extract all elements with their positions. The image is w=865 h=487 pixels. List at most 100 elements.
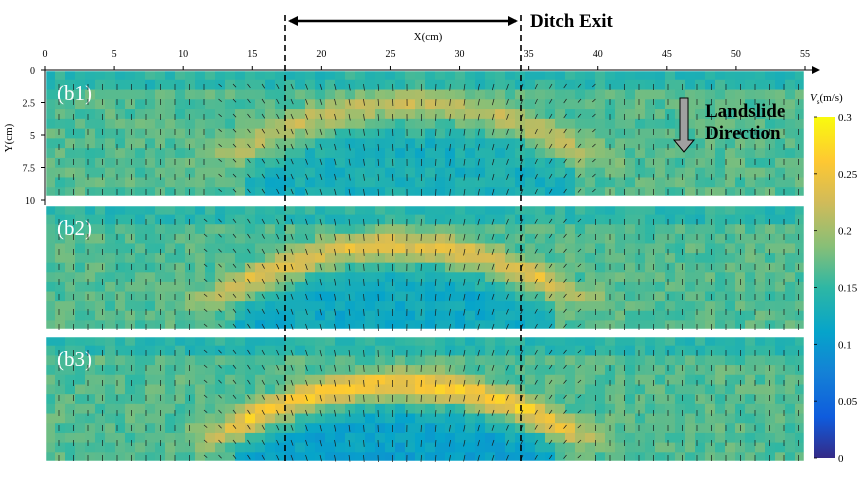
heat-cell <box>75 310 86 321</box>
heat-cell <box>365 345 376 356</box>
heatmap-panel-2: (b2) <box>43 203 807 332</box>
heat-cell <box>485 118 496 130</box>
heat-cell <box>235 442 246 453</box>
heat-cell <box>565 167 576 179</box>
heat-cell <box>645 205 656 216</box>
heat-cell <box>545 128 556 139</box>
vector-arrow <box>305 158 308 165</box>
heat-cell <box>205 310 216 321</box>
vector-arrow <box>247 83 251 89</box>
heat-cell <box>475 243 486 254</box>
heat-cell <box>475 442 486 453</box>
heat-cell <box>765 128 776 139</box>
heat-cell <box>375 423 386 434</box>
heat-cell <box>505 432 516 444</box>
vector-arrow <box>463 349 466 357</box>
heat-cell <box>325 291 336 302</box>
heat-cell <box>285 167 296 179</box>
heat-cell <box>245 281 256 293</box>
vector-arrow <box>449 188 451 196</box>
heat-cell <box>145 413 156 424</box>
heat-cell <box>265 423 276 434</box>
heat-cell <box>375 432 386 444</box>
heat-cell <box>425 79 436 91</box>
heat-cell <box>645 157 656 169</box>
heat-cell <box>695 70 706 81</box>
heat-cell <box>705 262 716 273</box>
heat-cell <box>405 272 416 283</box>
heat-cell <box>285 374 296 386</box>
heat-cell <box>505 374 516 386</box>
heat-cell <box>685 272 696 283</box>
heat-cell <box>255 374 266 386</box>
heat-cell <box>735 70 746 81</box>
heat-cell <box>645 355 656 366</box>
heat-cell <box>745 253 756 264</box>
heat-cell <box>305 403 316 415</box>
heat-cell <box>115 345 126 356</box>
heat-cell <box>105 148 116 159</box>
vector-arrow <box>334 218 337 226</box>
heat-cell <box>145 138 156 149</box>
heat-cell <box>735 442 746 453</box>
heat-cell <box>485 148 496 159</box>
heat-cell <box>465 224 476 235</box>
heat-cell <box>75 233 86 245</box>
heat-cell <box>175 310 186 321</box>
heat-cell <box>165 70 176 81</box>
heat-cell <box>155 177 166 188</box>
heat-cell <box>65 109 76 120</box>
heat-cell <box>355 205 366 216</box>
heat-cell <box>685 148 696 159</box>
heat-cell <box>415 167 426 179</box>
vector-arrow <box>232 454 237 459</box>
panel-frame <box>43 334 807 464</box>
heat-cell <box>75 70 86 81</box>
heat-cell <box>505 224 516 235</box>
heat-cell <box>595 310 606 321</box>
heat-cell <box>405 89 416 100</box>
heat-cell <box>255 157 266 169</box>
heat-cell <box>65 291 76 302</box>
heat-cell <box>265 336 276 347</box>
heat-cell <box>305 138 316 149</box>
heat-cell <box>45 224 56 235</box>
heat-cell <box>65 336 76 347</box>
heat-cell <box>405 394 416 405</box>
heat-cell <box>255 442 266 453</box>
vector-arrow <box>491 424 495 431</box>
heat-cell <box>685 224 696 235</box>
heat-cell <box>285 70 296 81</box>
heat-cell <box>115 403 126 415</box>
heat-cell <box>505 128 516 139</box>
heat-cell <box>785 355 796 366</box>
heat-cell <box>185 320 196 331</box>
heat-cell <box>125 272 136 283</box>
vector-arrow <box>305 98 308 105</box>
heat-cell <box>425 128 436 139</box>
vector-arrow <box>232 248 237 253</box>
heat-cell <box>135 253 146 264</box>
heat-cell <box>355 89 366 100</box>
heat-cell <box>275 403 286 415</box>
heat-cell <box>705 243 716 254</box>
heat-cell <box>85 336 96 347</box>
heat-cell <box>755 233 766 245</box>
heat-cell <box>305 291 316 302</box>
heat-cell <box>685 167 696 179</box>
heat-cell <box>645 262 656 273</box>
heat-cell <box>575 70 586 81</box>
heat-cell <box>125 167 136 179</box>
heat-cell <box>795 128 806 139</box>
heat-cell <box>535 99 546 110</box>
heat-cell <box>335 365 346 376</box>
vector-arrow <box>477 439 480 447</box>
heat-cell <box>195 214 206 225</box>
heat-cell <box>505 109 516 120</box>
heat-cell <box>305 187 316 198</box>
vector-arrow <box>463 83 466 91</box>
heat-cell <box>55 365 66 376</box>
heat-cell <box>625 310 636 321</box>
heat-cell <box>395 118 406 130</box>
heat-cell <box>435 272 446 283</box>
